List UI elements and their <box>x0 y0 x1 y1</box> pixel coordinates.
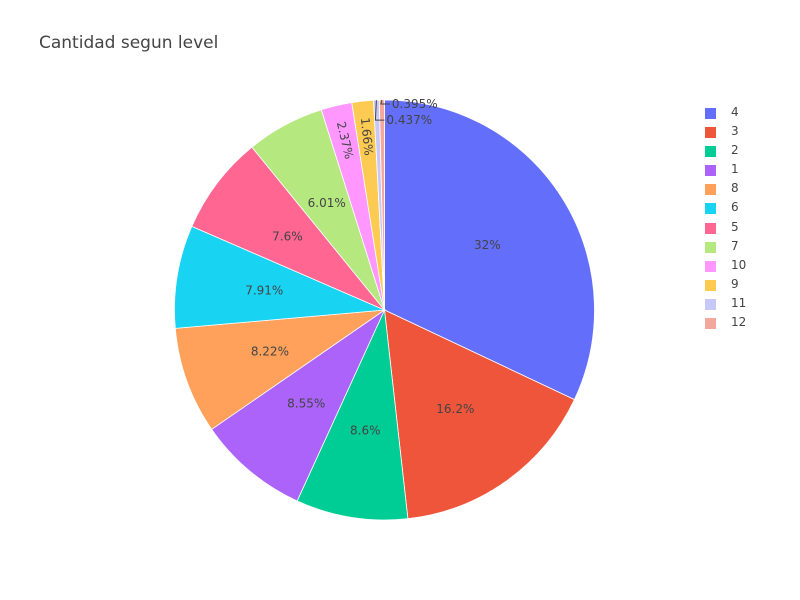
pie-slice-2[interactable] <box>296 308 409 521</box>
legend-swatch <box>705 184 716 196</box>
slice-leader-line-12 <box>380 99 390 105</box>
legend-label: 8 <box>731 181 739 196</box>
legend-swatch <box>705 108 716 119</box>
legend-item-9[interactable]: 9 <box>703 276 783 295</box>
legend-item-6[interactable]: 6 <box>703 199 783 218</box>
slice-leader-line-11 <box>374 100 385 121</box>
legend-swatch <box>705 222 716 234</box>
slice-label-1: 8.55% <box>287 396 325 410</box>
slice-label-12: 0.395% <box>392 97 438 111</box>
legend-label: 6 <box>731 200 739 215</box>
pie-slice-1[interactable] <box>211 308 386 502</box>
legend-item-7[interactable]: 7 <box>703 238 783 257</box>
legend-swatch <box>705 318 716 330</box>
legend-label: 11 <box>731 295 747 310</box>
slice-label-5: 7.6% <box>272 229 303 243</box>
pie-slice-3[interactable] <box>384 309 575 520</box>
pie-slice-6[interactable] <box>174 225 385 329</box>
legend-label: 3 <box>731 124 739 139</box>
legend-item-2[interactable]: 2 <box>703 142 783 161</box>
legend-swatch <box>705 146 716 158</box>
slice-label-3: 16.2% <box>436 402 474 416</box>
legend: 4 3 2 1 8 6 5 7 10 9 11 12 <box>703 104 783 333</box>
legend-label: 4 <box>731 105 739 119</box>
legend-item-8[interactable]: 8 <box>703 180 783 199</box>
slice-label-9: 1.66% <box>358 117 376 156</box>
legend-swatch <box>705 203 716 215</box>
legend-item-10[interactable]: 10 <box>703 257 783 276</box>
legend-label: 12 <box>731 315 747 330</box>
slice-label-7: 6.01% <box>308 196 346 210</box>
slice-label-6: 7.91% <box>245 283 283 297</box>
legend-item-1[interactable]: 1 <box>703 161 783 180</box>
legend-item-5[interactable]: 5 <box>703 219 783 238</box>
slice-label-2: 8.6% <box>350 423 381 437</box>
legend-label: 1 <box>731 162 739 177</box>
legend-item-11[interactable]: 11 <box>703 295 783 314</box>
legend-label: 7 <box>731 238 739 253</box>
legend-swatch <box>705 260 716 272</box>
legend-label: 5 <box>731 219 739 234</box>
pie-slice-4[interactable] <box>384 99 595 401</box>
legend-item-3[interactable]: 3 <box>703 123 783 142</box>
legend-label: 9 <box>731 276 739 291</box>
legend-swatch <box>705 165 716 177</box>
legend-swatch <box>705 279 716 291</box>
legend-item-12[interactable]: 12 <box>703 314 783 333</box>
slice-label-4: 32% <box>474 238 501 252</box>
slice-label-11: 0.437% <box>386 113 432 127</box>
legend-swatch <box>705 127 716 139</box>
slice-label-8: 8.22% <box>251 344 289 358</box>
legend-swatch <box>705 298 716 310</box>
legend-swatch <box>705 241 716 253</box>
legend-label: 2 <box>731 143 739 158</box>
legend-label: 10 <box>731 257 747 272</box>
chart-title: Cantidad segun level <box>39 33 219 53</box>
legend-item-4[interactable]: 4 <box>703 104 783 123</box>
pie-slice-8[interactable] <box>174 309 386 430</box>
pie-slice-5[interactable] <box>191 146 385 311</box>
